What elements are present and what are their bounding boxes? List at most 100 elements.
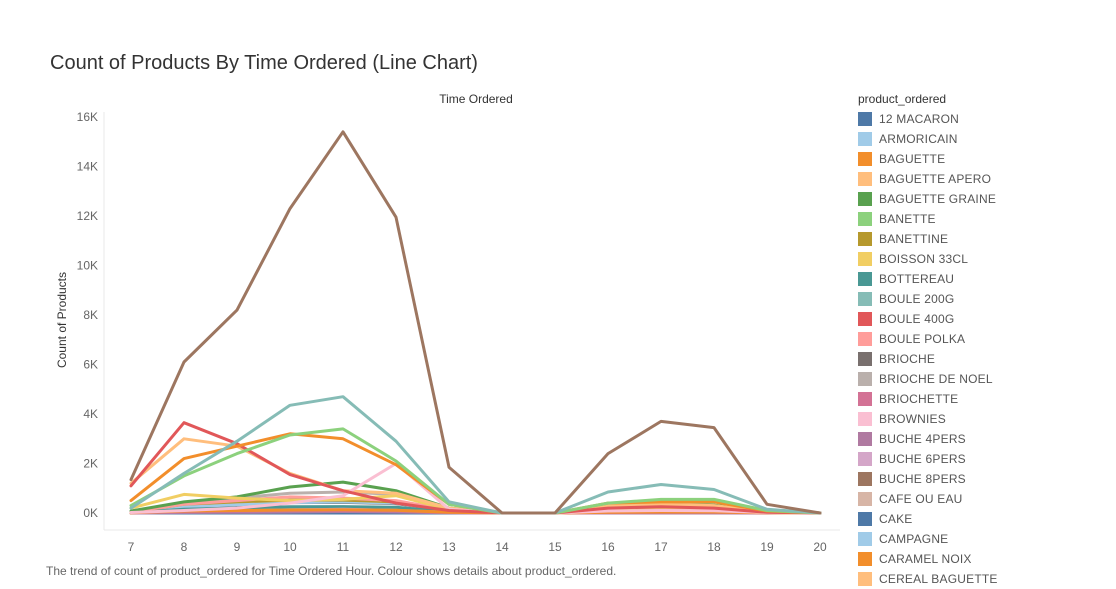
legend-item[interactable]: BUCHE 8PERS — [858, 469, 998, 489]
legend-swatch — [858, 332, 872, 346]
legend-swatch — [858, 412, 872, 426]
legend-item[interactable]: CAFE OU EAU — [858, 489, 998, 509]
x-tick-label: 20 — [813, 540, 827, 554]
legend-swatch — [858, 132, 872, 146]
legend-swatch — [858, 172, 872, 186]
legend-item[interactable]: BRIOCHE — [858, 349, 998, 369]
legend-label: BANETTINE — [879, 232, 949, 246]
legend-item[interactable]: BRIOCHETTE — [858, 389, 998, 409]
legend-label: BOISSON 33CL — [879, 252, 969, 266]
legend-item[interactable]: CAKE — [858, 509, 998, 529]
x-tick-label: 10 — [283, 540, 297, 554]
y-tick-label: 4K — [83, 407, 98, 421]
y-axis-title: Count of Products — [55, 272, 69, 368]
legend-swatch — [858, 272, 872, 286]
legend-item[interactable]: CAMPAGNE — [858, 529, 998, 549]
legend-label: CAKE — [879, 512, 913, 526]
y-tick-label: 10K — [77, 259, 98, 273]
legend-swatch — [858, 112, 872, 126]
legend-swatch — [858, 512, 872, 526]
legend: product_ordered 12 MACARON ARMORICAIN BAGU… — [858, 91, 998, 589]
legend-swatch — [858, 472, 872, 486]
legend-swatch — [858, 432, 872, 446]
x-tick-label: 7 — [128, 540, 135, 554]
legend-label: BOULE 400G — [879, 312, 955, 326]
legend-label: CEREAL BAGUETTE — [879, 572, 998, 586]
legend-item[interactable]: BANETTE — [858, 209, 998, 229]
x-tick-label: 11 — [337, 540, 350, 554]
series-line-buche-8pers[interactable] — [129, 130, 822, 515]
y-tick-label: 16K — [77, 110, 98, 124]
legend-item[interactable]: BAGUETTE APERO — [858, 169, 998, 189]
legend-label: BRIOCHETTE — [879, 392, 959, 406]
legend-swatch — [858, 552, 872, 566]
legend-item[interactable]: 12 MACARON — [858, 109, 998, 129]
legend-swatch — [858, 152, 872, 166]
x-tick-label: 18 — [707, 540, 721, 554]
chart-title: Count of Products By Time Ordered (Line … — [50, 52, 478, 74]
legend-label: BOTTEREAU — [879, 272, 955, 286]
legend-label: CAMPAGNE — [879, 532, 949, 546]
legend-swatch — [858, 452, 872, 466]
x-axis-ticks: 7 8 9 10 11 12 13 14 15 16 17 18 19 20 — [128, 540, 827, 554]
legend-item[interactable]: BOULE POLKA — [858, 329, 998, 349]
legend-label: ARMORICAIN — [879, 132, 958, 146]
series-line-boule-200g[interactable] — [129, 395, 822, 515]
legend-label: BRIOCHE DE NOEL — [879, 372, 993, 386]
legend-swatch — [858, 192, 872, 206]
legend-label: BUCHE 6PERS — [879, 452, 966, 466]
legend-items: 12 MACARON ARMORICAIN BAGUETTE BAGUETTE APE… — [858, 109, 998, 589]
x-tick-label: 13 — [442, 540, 456, 554]
x-tick-label: 15 — [548, 540, 562, 554]
legend-swatch — [858, 252, 872, 266]
legend-label: BROWNIES — [879, 412, 946, 426]
legend-item[interactable]: BAGUETTE GRAINE — [858, 189, 998, 209]
x-axis-header: Time Ordered — [439, 92, 513, 106]
legend-swatch — [858, 212, 872, 226]
legend-item[interactable]: BAGUETTE — [858, 149, 998, 169]
legend-item[interactable]: BANETTINE — [858, 229, 998, 249]
y-tick-label: 0K — [83, 506, 98, 520]
legend-swatch — [858, 312, 872, 326]
legend-swatch — [858, 352, 872, 366]
x-tick-label: 14 — [495, 540, 509, 554]
legend-item[interactable]: BOULE 400G — [858, 309, 998, 329]
legend-swatch — [858, 372, 872, 386]
x-tick-label: 9 — [234, 540, 241, 554]
legend-swatch — [858, 532, 872, 546]
legend-swatch — [858, 492, 872, 506]
x-tick-label: 12 — [389, 540, 403, 554]
legend-label: BAGUETTE APERO — [879, 172, 992, 186]
y-axis-ticks: 0K 2K 4K 6K 8K 10K 12K 14K 16K — [77, 110, 98, 520]
legend-swatch — [858, 392, 872, 406]
legend-item[interactable]: BOULE 200G — [858, 289, 998, 309]
x-tick-label: 17 — [654, 540, 668, 554]
legend-item[interactable]: BOTTEREAU — [858, 269, 998, 289]
x-tick-label: 8 — [181, 540, 188, 554]
legend-item[interactable]: BUCHE 6PERS — [858, 449, 998, 469]
legend-label: CAFE OU EAU — [879, 492, 963, 506]
chart-caption: The trend of count of product_ordered fo… — [46, 564, 617, 578]
legend-label: BAGUETTE GRAINE — [879, 192, 997, 206]
legend-item[interactable]: ARMORICAIN — [858, 129, 998, 149]
y-tick-label: 2K — [83, 457, 98, 471]
legend-label: BOULE 200G — [879, 292, 955, 306]
legend-label: CARAMEL NOIX — [879, 552, 972, 566]
legend-label: BANETTE — [879, 212, 936, 226]
series-lines — [129, 130, 822, 515]
legend-item[interactable]: BRIOCHE DE NOEL — [858, 369, 998, 389]
x-axis-title: Time Ordered — [439, 92, 513, 106]
legend-label: BUCHE 4PERS — [879, 432, 966, 446]
legend-item[interactable]: BROWNIES — [858, 409, 998, 429]
legend-label: 12 MACARON — [879, 112, 960, 126]
line-chart: Time Ordered Count of Products 0K 2K 4K 6K 8… — [55, 92, 840, 554]
y-tick-label: 12K — [77, 209, 98, 223]
series-line-boule-400g[interactable] — [129, 421, 822, 515]
legend-item[interactable]: BOISSON 33CL — [858, 249, 998, 269]
legend-label: BAGUETTE — [879, 152, 946, 166]
legend-title: product_ordered — [858, 92, 947, 106]
legend-swatch — [858, 572, 872, 586]
legend-item[interactable]: CARAMEL NOIX — [858, 549, 998, 569]
legend-item[interactable]: BUCHE 4PERS — [858, 429, 998, 449]
legend-item[interactable]: CEREAL BAGUETTE — [858, 569, 998, 589]
